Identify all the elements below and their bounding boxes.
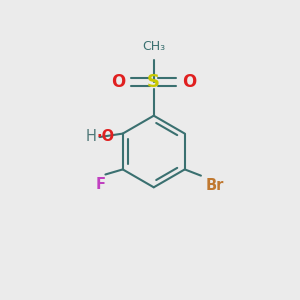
Text: H: H [85,129,96,144]
Text: O: O [182,73,196,91]
Text: O: O [111,73,125,91]
Text: ·O: ·O [97,129,115,144]
Text: CH₃: CH₃ [142,40,165,53]
Text: Br: Br [206,178,224,193]
Text: F: F [96,178,106,193]
Text: S: S [147,73,160,91]
